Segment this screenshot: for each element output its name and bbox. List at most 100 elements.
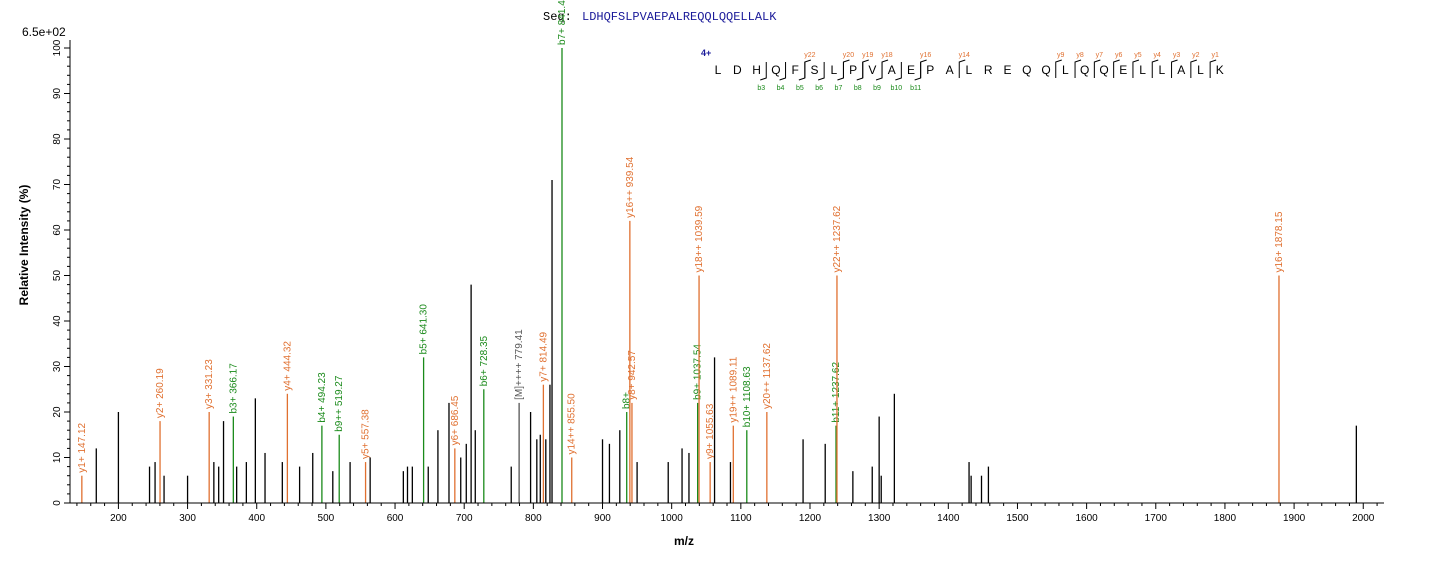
peak-label-y: y18++ 1039.59 [694,205,705,272]
sequence-residue: R [984,63,993,77]
peak-label-b: b3+ 366.17 [228,363,239,414]
x-tick-label: 1400 [937,513,960,524]
x-tick-label: 800 [525,513,542,524]
y-ion-marker: y1 [1211,52,1219,59]
peak-label-b: b7+ 841.41 [557,0,568,45]
sequence-residue: Q [1022,63,1031,77]
x-tick-label: 1000 [661,513,684,524]
y-tick-label: 60 [52,224,63,236]
y-ion-marker: y18 [881,52,892,59]
peak-label-y: y9+ 1055.63 [705,403,716,459]
x-tick-label: 2000 [1352,513,1375,524]
b-ion-marker: b8 [854,85,862,92]
y-tick-label: 40 [52,315,63,327]
sequence-residue: A [946,63,954,77]
y-tick-label: 0 [52,500,63,506]
b-ion-bracket [914,62,922,81]
sequence-residue: F [792,63,799,77]
sequence-residue: H [752,63,761,77]
charge-label: 4+ [701,48,711,58]
peak-label-y: y22++ 1237.62 [832,205,843,272]
peak-label-b: b8+ [622,392,633,409]
y-tick-label: 70 [52,179,63,191]
b-ion-marker: b4 [777,85,785,92]
b-ion-bracket [875,62,883,81]
y-tick-label: 100 [52,39,63,56]
b-ion-bracket [798,62,806,81]
sequence-residue: P [926,63,934,77]
y-ion-marker: y3 [1173,52,1181,59]
y-ion-marker: y4 [1154,52,1162,59]
peak-label-y: y16++ 939.54 [625,156,636,218]
sequence-residue: L [1197,63,1204,77]
sequence-residue: E [1119,63,1127,77]
y-tick-label: 20 [52,406,63,418]
sequence-residue: Q [1041,63,1050,77]
sequence-residue: D [733,63,742,77]
y-ion-marker: y6 [1115,52,1123,59]
y-ion-marker: y2 [1192,52,1200,59]
x-tick-label: 400 [248,513,265,524]
y-axis-title: Relative Intensity (%) [17,185,31,306]
peak-label-b: b9+ 1037.54 [693,344,704,400]
y-ion-marker: y7 [1096,52,1104,59]
peak-label-precursor: [M]++++ 779.41 [514,329,525,400]
peak-label-y: y5+ 557.38 [361,409,372,459]
b-ion-marker: b3 [757,85,765,92]
y-ion-marker: y22 [804,52,815,59]
sequence-residue: A [888,63,896,77]
y-ion-marker: y20 [843,52,854,59]
x-tick-label: 1800 [1214,513,1237,524]
y-ion-marker: y14 [959,52,970,59]
y-ion-bracket [1093,59,1101,78]
sequence-residue: Q [771,63,780,77]
y-ion-bracket [1074,59,1082,78]
peak-label-b: b6+ 728.35 [479,335,490,386]
sequence-residue: L [1139,63,1146,77]
x-tick-label: 600 [387,513,404,524]
y-ion-bracket [1209,59,1217,78]
b-ion-marker: b10 [891,85,903,92]
y-ion-bracket [958,59,966,78]
x-tick-label: 1900 [1283,513,1306,524]
y-tick-label: 90 [52,88,63,100]
peak-label-y: y7+ 814.49 [538,331,549,381]
x-tick-label: 1700 [1145,513,1168,524]
axes: 200 300 400 500 600 700 800 900 1000 1100 1200 1300… [52,39,1384,524]
peak-label-y: y19++ 1089.11 [728,356,739,422]
sequence-residue: L [1159,63,1166,77]
plot-area: y1+ 147.12 y2+ 260.19 y3+ 331.23 b3+ 366.17… [77,0,1357,503]
y-ion-marker: y8 [1076,52,1084,59]
y-ion-marker: y16 [920,52,931,59]
intensity-scale-label: 6.5e+02 [22,25,66,39]
x-tick-label: 500 [318,513,335,524]
y-tick-label: 50 [52,270,63,282]
sequence-residue: E [907,63,915,77]
sequence-residue: E [1003,63,1011,77]
y-ion-marker: y5 [1134,52,1142,59]
sequence-residue: K [1216,63,1224,77]
b-ion-marker: b5 [796,85,804,92]
sequence-residue: L [830,63,837,77]
y-ion-bracket [1151,59,1159,78]
b-ion-bracket [856,62,864,81]
sequence-residue: Q [1080,63,1089,77]
peak-label-b: b5+ 641.30 [419,304,430,355]
y-ion-bracket [1055,59,1062,78]
sequence-residue: V [868,63,876,77]
peak-label-y: y16+ 1878.15 [1274,211,1285,272]
peak-label-y: y2+ 260.19 [155,368,166,418]
peak-label-y: y6+ 686.45 [450,395,461,445]
sequence-prefix: Seq: [543,10,572,24]
b-ion-bracket [779,62,787,81]
b-ion-bracket [895,62,902,81]
y-ion-bracket [1171,59,1178,78]
b-ion-marker: b9 [873,85,881,92]
sequence-residue: L [1062,63,1069,77]
b-ion-bracket [760,62,767,81]
x-tick-label: 700 [456,513,473,524]
peak-label-y: y4+ 444.32 [282,341,293,391]
sequence-residue: Q [1099,63,1108,77]
